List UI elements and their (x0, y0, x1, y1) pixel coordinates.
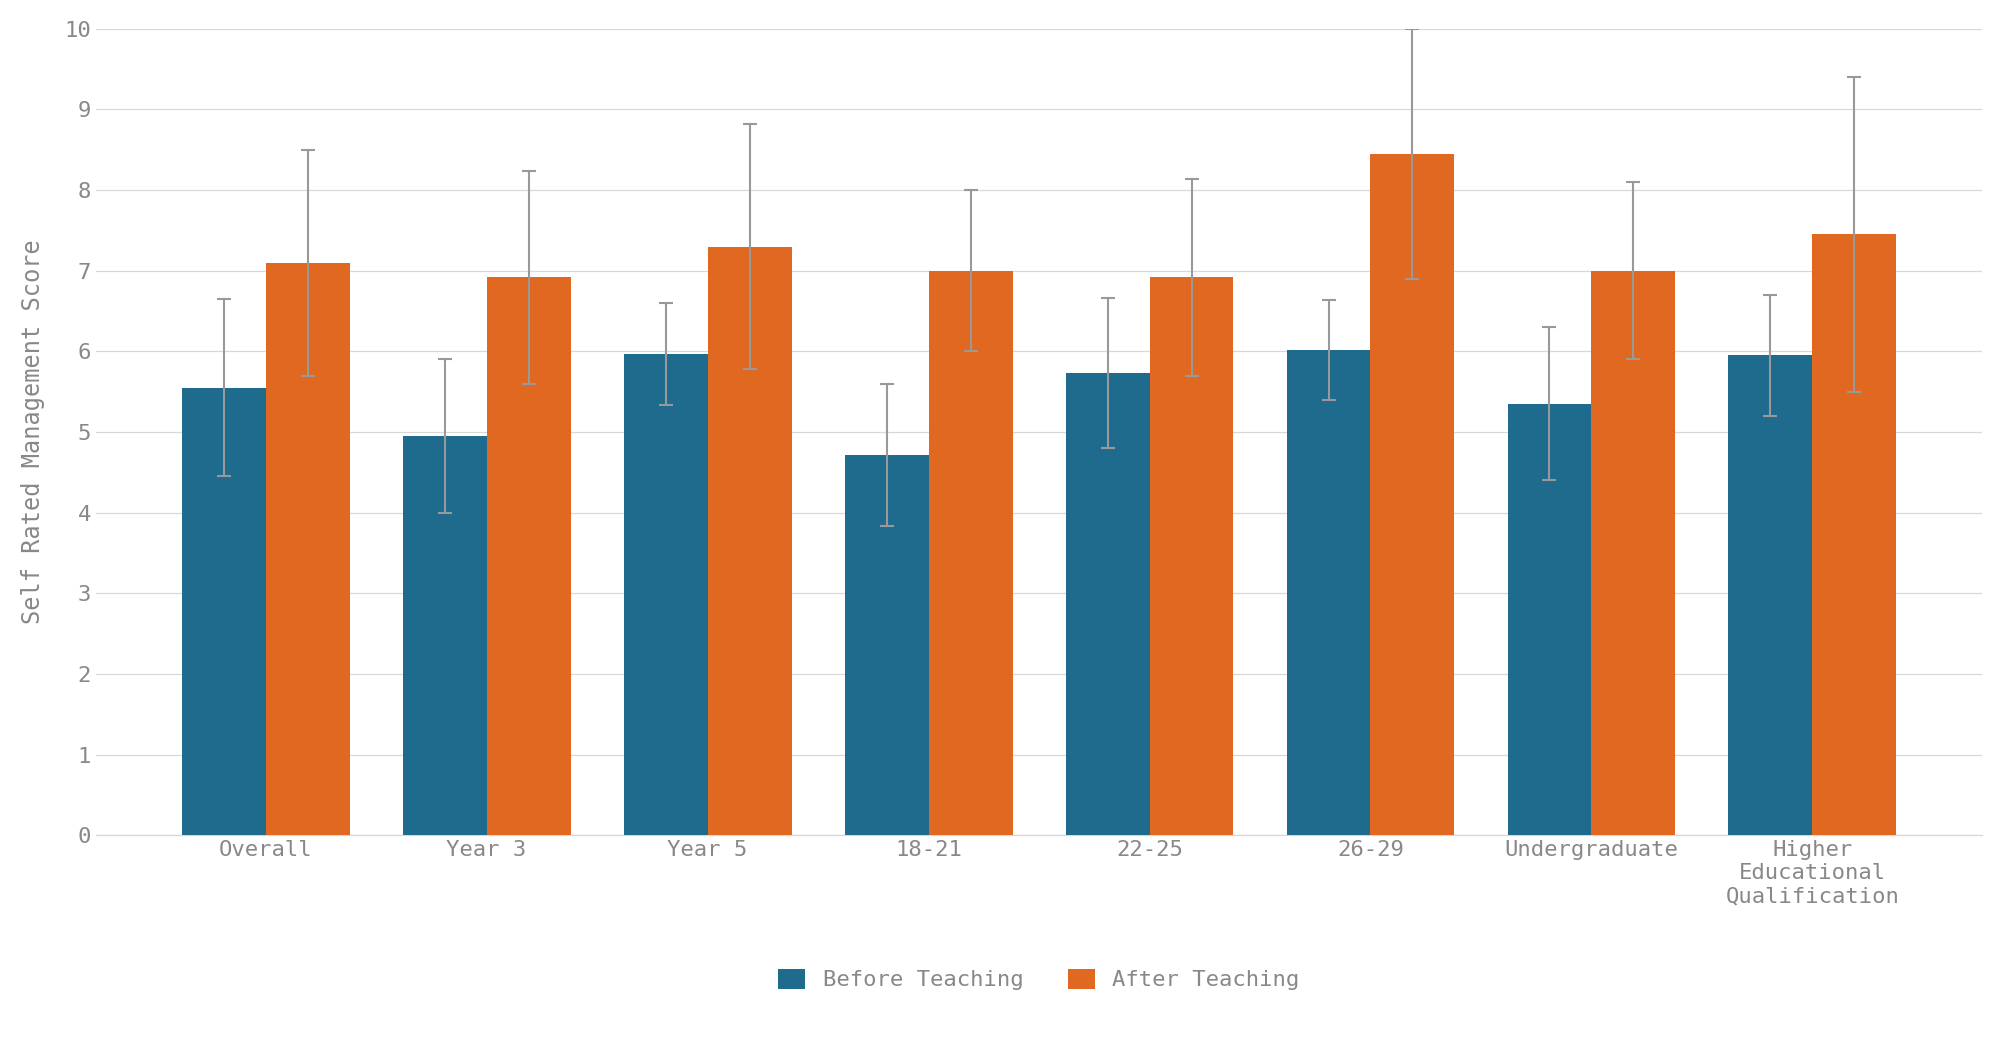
Bar (1150, 278, 1234, 835)
Bar (1813, 235, 1897, 835)
Bar (266, 263, 351, 835)
Bar (1286, 350, 1370, 835)
Bar (623, 354, 707, 835)
Bar (1592, 270, 1675, 835)
Bar (182, 387, 266, 835)
Legend: Before Teaching, After Teaching: Before Teaching, After Teaching (767, 957, 1310, 1001)
Bar (707, 246, 791, 835)
Bar (1066, 373, 1150, 835)
Bar (845, 454, 929, 835)
Bar (1508, 404, 1592, 835)
Bar (1370, 153, 1454, 835)
Bar (929, 270, 1012, 835)
Bar (403, 436, 487, 835)
Bar (487, 278, 571, 835)
Bar (1729, 355, 1813, 835)
Y-axis label: Self Rated Management Score: Self Rated Management Score (20, 240, 44, 624)
